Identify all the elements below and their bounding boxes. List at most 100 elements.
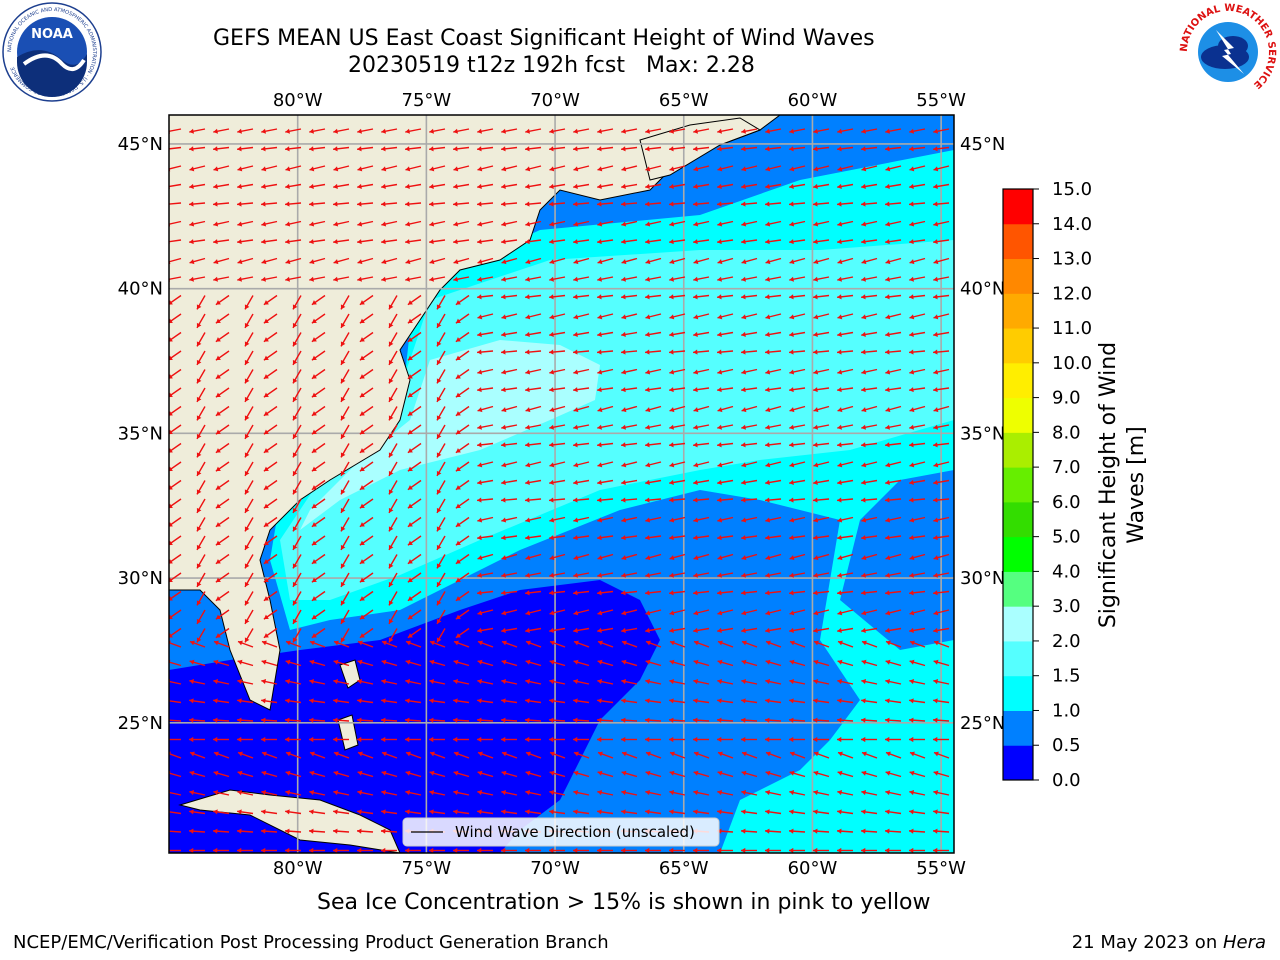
colorbar-block — [1003, 467, 1033, 503]
wave-direction-arrow — [525, 331, 542, 337]
wave-direction-arrow — [765, 809, 782, 815]
wave-direction-arrow — [932, 201, 950, 207]
colorbar-tick-label: 0.0 — [1052, 770, 1081, 791]
wave-direction-arrow — [573, 679, 590, 685]
wave-direction-arrow — [909, 146, 926, 152]
wave-direction-arrow — [885, 183, 902, 189]
wave-direction-arrow — [407, 498, 422, 509]
wave-direction-arrow — [549, 770, 566, 778]
wave-direction-arrow — [597, 239, 614, 245]
wave-direction-arrow — [645, 331, 662, 337]
wave-direction-arrow — [292, 572, 302, 588]
wave-direction-arrow — [263, 461, 278, 472]
wave-direction-arrow — [885, 535, 902, 541]
wave-direction-arrow — [909, 424, 926, 430]
wave-direction-arrow — [933, 516, 950, 523]
wave-direction-arrow — [381, 640, 398, 648]
wave-direction-arrow — [340, 406, 350, 421]
wave-direction-arrow — [789, 146, 806, 152]
wave-direction-arrow — [292, 517, 302, 532]
wave-direction-arrow — [477, 239, 494, 245]
wave-direction-arrow — [933, 809, 950, 815]
wave-direction-arrow — [573, 516, 590, 523]
wave-direction-arrow — [645, 640, 662, 648]
wave-direction-arrow — [813, 572, 830, 578]
wave-direction-arrow — [693, 679, 710, 685]
wave-direction-arrow — [933, 387, 950, 393]
wave-direction-arrow — [501, 553, 518, 561]
wave-direction-arrow — [311, 590, 326, 602]
wave-direction-arrow — [717, 751, 734, 759]
wave-direction-arrow — [263, 590, 278, 602]
wave-direction-arrow — [837, 183, 854, 189]
wave-direction-arrow — [572, 349, 590, 355]
wave-direction-arrow — [717, 698, 734, 704]
wave-direction-arrow — [693, 847, 709, 853]
wave-direction-arrow — [693, 516, 710, 523]
wave-direction-arrow — [717, 331, 734, 337]
wave-direction-arrow — [244, 535, 254, 551]
wave-direction-arrow — [388, 535, 398, 551]
wave-direction-arrow — [861, 535, 878, 541]
wave-direction-arrow — [765, 659, 782, 667]
wave-direction-arrow — [908, 717, 926, 723]
wave-direction-arrow — [285, 165, 302, 172]
wave-direction-arrow — [789, 276, 806, 282]
wave-direction-arrow — [572, 717, 590, 723]
wave-direction-arrow — [645, 770, 662, 778]
wave-direction-arrow — [861, 405, 878, 413]
wave-direction-arrow — [909, 590, 926, 596]
wave-direction-arrow — [407, 572, 422, 583]
wave-direction-arrow — [292, 628, 302, 643]
wave-direction-arrow — [477, 165, 494, 172]
wave-direction-arrow — [381, 239, 398, 245]
wave-direction-arrow — [388, 443, 398, 458]
wave-direction-arrow — [597, 183, 614, 189]
wave-direction-arrow — [789, 609, 806, 616]
wave-direction-arrow — [621, 479, 638, 485]
wave-direction-arrow — [597, 313, 614, 320]
wave-direction-arrow — [213, 847, 229, 853]
wave-direction-arrow — [388, 609, 398, 625]
wave-direction-arrow — [573, 535, 590, 541]
wave-direction-arrow — [455, 331, 470, 343]
wave-direction-arrow — [909, 183, 926, 189]
wave-direction-arrow — [455, 442, 470, 454]
wave-direction-arrow — [436, 350, 446, 366]
wave-direction-arrow — [885, 294, 902, 300]
wave-direction-arrow — [693, 770, 710, 778]
wave-direction-arrow — [356, 201, 374, 207]
wave-direction-arrow — [453, 751, 470, 759]
wave-direction-arrow — [292, 313, 302, 329]
wave-direction-arrow — [477, 590, 494, 596]
wave-direction-arrow — [407, 313, 422, 324]
colorbar-tick-label: 11.0 — [1052, 318, 1092, 339]
wave-direction-arrow — [861, 627, 878, 633]
wave-direction-arrow — [837, 313, 854, 320]
wave-direction-arrow — [813, 331, 830, 337]
wave-direction-arrow — [436, 369, 446, 384]
colorbar: 0.0 0.5 1.0 1.5 2.0 3.0 4.0 5.0 6.0 7.0 8.0 9.0 10.0… — [1002, 179, 1149, 791]
wave-direction-arrow — [309, 736, 325, 743]
wave-direction-arrow — [789, 770, 806, 778]
wave-direction-arrow — [189, 751, 206, 759]
wave-direction-arrow — [196, 406, 206, 421]
wave-direction-arrow — [309, 679, 326, 685]
wave-direction-arrow — [933, 479, 950, 485]
wave-direction-arrow — [453, 790, 470, 796]
wave-direction-arrow — [933, 146, 950, 152]
wave-direction-arrow — [309, 128, 326, 134]
wave-direction-arrow — [621, 736, 637, 743]
wave-direction-arrow — [885, 405, 902, 413]
wave-direction-arrow — [332, 201, 350, 207]
wave-direction-arrow — [813, 368, 830, 375]
wave-direction-arrow — [789, 331, 806, 337]
wave-direction-arrow — [189, 128, 206, 134]
wave-direction-arrow — [861, 276, 878, 282]
wave-direction-arrow — [837, 387, 854, 393]
wave-direction-arrow — [885, 276, 902, 282]
wave-direction-arrow — [789, 751, 806, 759]
wave-direction-arrow — [285, 239, 302, 245]
wave-direction-arrow — [477, 461, 494, 468]
wave-direction-arrow — [453, 276, 470, 282]
